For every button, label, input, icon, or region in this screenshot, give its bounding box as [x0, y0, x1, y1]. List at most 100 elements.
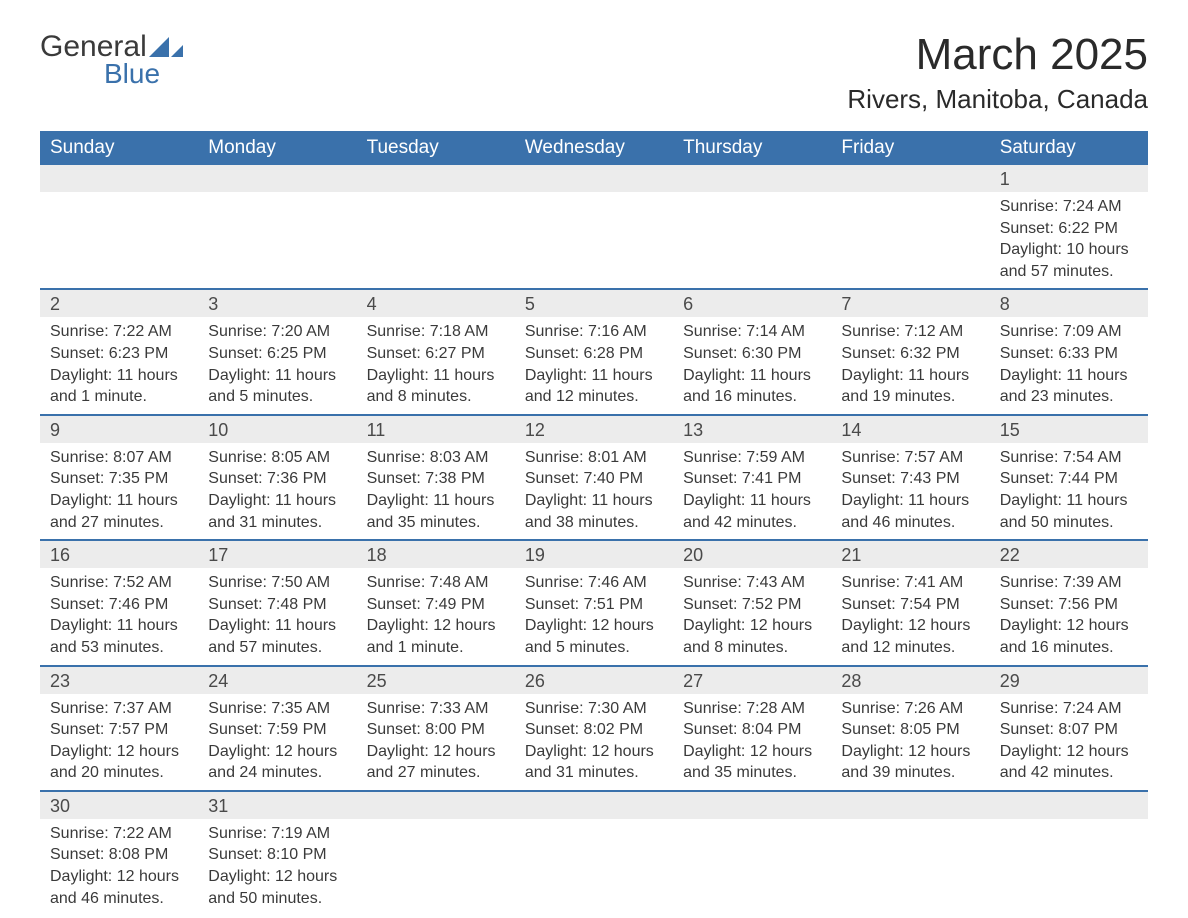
daylight-line: Daylight: 12 hours and 27 minutes.: [367, 741, 505, 784]
calendar-day-cell: 19Sunrise: 7:46 AMSunset: 7:51 PMDayligh…: [515, 540, 673, 665]
calendar-day-cell: [515, 165, 673, 289]
calendar-day-cell: [515, 791, 673, 915]
sunset-line: Sunset: 8:04 PM: [683, 719, 821, 741]
day-details: Sunrise: 8:07 AMSunset: 7:35 PMDaylight:…: [40, 443, 198, 539]
calendar-day-cell: 20Sunrise: 7:43 AMSunset: 7:52 PMDayligh…: [673, 540, 831, 665]
day-number: 29: [990, 667, 1148, 694]
sunset-line: Sunset: 7:46 PM: [50, 594, 188, 616]
day-details: Sunrise: 7:22 AMSunset: 8:08 PMDaylight:…: [40, 819, 198, 915]
day-number: 19: [515, 541, 673, 568]
sunrise-line: Sunrise: 7:28 AM: [683, 698, 821, 720]
day-details: Sunrise: 7:14 AMSunset: 6:30 PMDaylight:…: [673, 317, 831, 413]
daylight-line: Daylight: 11 hours and 19 minutes.: [841, 365, 979, 408]
day-number: 18: [357, 541, 515, 568]
day-details: Sunrise: 7:16 AMSunset: 6:28 PMDaylight:…: [515, 317, 673, 413]
sunset-line: Sunset: 7:59 PM: [208, 719, 346, 741]
calendar-day-cell: 13Sunrise: 7:59 AMSunset: 7:41 PMDayligh…: [673, 415, 831, 540]
sunset-line: Sunset: 7:41 PM: [683, 468, 821, 490]
day-details: [515, 819, 673, 899]
sunset-line: Sunset: 7:48 PM: [208, 594, 346, 616]
day-details: Sunrise: 7:54 AMSunset: 7:44 PMDaylight:…: [990, 443, 1148, 539]
weekday-header: Tuesday: [357, 131, 515, 165]
calendar-day-cell: [357, 165, 515, 289]
sunset-line: Sunset: 8:00 PM: [367, 719, 505, 741]
sunset-line: Sunset: 7:36 PM: [208, 468, 346, 490]
day-details: Sunrise: 7:39 AMSunset: 7:56 PMDaylight:…: [990, 568, 1148, 664]
day-number: 10: [198, 416, 356, 443]
sunrise-line: Sunrise: 7:20 AM: [208, 321, 346, 343]
calendar-day-cell: 21Sunrise: 7:41 AMSunset: 7:54 PMDayligh…: [831, 540, 989, 665]
day-details: [673, 192, 831, 272]
day-details: Sunrise: 7:22 AMSunset: 6:23 PMDaylight:…: [40, 317, 198, 413]
daylight-line: Daylight: 11 hours and 12 minutes.: [525, 365, 663, 408]
daylight-line: Daylight: 12 hours and 35 minutes.: [683, 741, 821, 784]
calendar-day-cell: 14Sunrise: 7:57 AMSunset: 7:43 PMDayligh…: [831, 415, 989, 540]
day-number: 17: [198, 541, 356, 568]
calendar-day-cell: 18Sunrise: 7:48 AMSunset: 7:49 PMDayligh…: [357, 540, 515, 665]
sunset-line: Sunset: 6:25 PM: [208, 343, 346, 365]
day-details: Sunrise: 7:35 AMSunset: 7:59 PMDaylight:…: [198, 694, 356, 790]
calendar-day-cell: 7Sunrise: 7:12 AMSunset: 6:32 PMDaylight…: [831, 289, 989, 414]
day-number: 13: [673, 416, 831, 443]
day-number: 12: [515, 416, 673, 443]
calendar-day-cell: 17Sunrise: 7:50 AMSunset: 7:48 PMDayligh…: [198, 540, 356, 665]
calendar-day-cell: [831, 791, 989, 915]
daylight-line: Daylight: 11 hours and 57 minutes.: [208, 615, 346, 658]
sunrise-line: Sunrise: 7:12 AM: [841, 321, 979, 343]
calendar-week-row: 16Sunrise: 7:52 AMSunset: 7:46 PMDayligh…: [40, 540, 1148, 665]
day-number: 9: [40, 416, 198, 443]
sunrise-line: Sunrise: 7:09 AM: [1000, 321, 1138, 343]
sunset-line: Sunset: 7:40 PM: [525, 468, 663, 490]
calendar-day-cell: [198, 165, 356, 289]
day-number: 31: [198, 792, 356, 819]
calendar-day-cell: 15Sunrise: 7:54 AMSunset: 7:44 PMDayligh…: [990, 415, 1148, 540]
day-details: Sunrise: 7:28 AMSunset: 8:04 PMDaylight:…: [673, 694, 831, 790]
calendar-day-cell: [673, 165, 831, 289]
sunset-line: Sunset: 7:44 PM: [1000, 468, 1138, 490]
day-number: 5: [515, 290, 673, 317]
calendar-day-cell: [831, 165, 989, 289]
calendar-day-cell: 2Sunrise: 7:22 AMSunset: 6:23 PMDaylight…: [40, 289, 198, 414]
brand-logo: General Blue: [40, 30, 183, 90]
calendar-day-cell: 12Sunrise: 8:01 AMSunset: 7:40 PMDayligh…: [515, 415, 673, 540]
calendar-week-row: 1Sunrise: 7:24 AMSunset: 6:22 PMDaylight…: [40, 165, 1148, 289]
sunrise-line: Sunrise: 7:57 AM: [841, 447, 979, 469]
sunrise-line: Sunrise: 8:01 AM: [525, 447, 663, 469]
day-details: Sunrise: 7:57 AMSunset: 7:43 PMDaylight:…: [831, 443, 989, 539]
day-details: Sunrise: 7:59 AMSunset: 7:41 PMDaylight:…: [673, 443, 831, 539]
calendar-day-cell: 29Sunrise: 7:24 AMSunset: 8:07 PMDayligh…: [990, 666, 1148, 791]
day-number: 27: [673, 667, 831, 694]
daylight-line: Daylight: 11 hours and 16 minutes.: [683, 365, 821, 408]
day-number: 15: [990, 416, 1148, 443]
calendar-day-cell: 9Sunrise: 8:07 AMSunset: 7:35 PMDaylight…: [40, 415, 198, 540]
calendar-day-cell: 23Sunrise: 7:37 AMSunset: 7:57 PMDayligh…: [40, 666, 198, 791]
sunset-line: Sunset: 6:32 PM: [841, 343, 979, 365]
day-details: Sunrise: 7:41 AMSunset: 7:54 PMDaylight:…: [831, 568, 989, 664]
day-details: Sunrise: 7:33 AMSunset: 8:00 PMDaylight:…: [357, 694, 515, 790]
day-details: Sunrise: 7:20 AMSunset: 6:25 PMDaylight:…: [198, 317, 356, 413]
day-details: Sunrise: 7:48 AMSunset: 7:49 PMDaylight:…: [357, 568, 515, 664]
location-subtitle: Rivers, Manitoba, Canada: [847, 84, 1148, 115]
day-details: [831, 819, 989, 899]
sunset-line: Sunset: 7:52 PM: [683, 594, 821, 616]
weekday-header: Saturday: [990, 131, 1148, 165]
day-number: 28: [831, 667, 989, 694]
calendar-day-cell: 25Sunrise: 7:33 AMSunset: 8:00 PMDayligh…: [357, 666, 515, 791]
day-details: Sunrise: 7:46 AMSunset: 7:51 PMDaylight:…: [515, 568, 673, 664]
sunrise-line: Sunrise: 7:19 AM: [208, 823, 346, 845]
weekday-header: Sunday: [40, 131, 198, 165]
sunrise-line: Sunrise: 7:35 AM: [208, 698, 346, 720]
calendar-day-cell: 6Sunrise: 7:14 AMSunset: 6:30 PMDaylight…: [673, 289, 831, 414]
day-details: [357, 192, 515, 272]
day-details: Sunrise: 7:19 AMSunset: 8:10 PMDaylight:…: [198, 819, 356, 915]
sunset-line: Sunset: 7:35 PM: [50, 468, 188, 490]
daylight-line: Daylight: 11 hours and 8 minutes.: [367, 365, 505, 408]
day-number: [40, 165, 198, 192]
day-details: Sunrise: 7:52 AMSunset: 7:46 PMDaylight:…: [40, 568, 198, 664]
sunrise-line: Sunrise: 7:33 AM: [367, 698, 505, 720]
calendar-day-cell: 5Sunrise: 7:16 AMSunset: 6:28 PMDaylight…: [515, 289, 673, 414]
daylight-line: Daylight: 12 hours and 42 minutes.: [1000, 741, 1138, 784]
day-details: Sunrise: 8:01 AMSunset: 7:40 PMDaylight:…: [515, 443, 673, 539]
daylight-line: Daylight: 11 hours and 42 minutes.: [683, 490, 821, 533]
sunset-line: Sunset: 8:10 PM: [208, 844, 346, 866]
